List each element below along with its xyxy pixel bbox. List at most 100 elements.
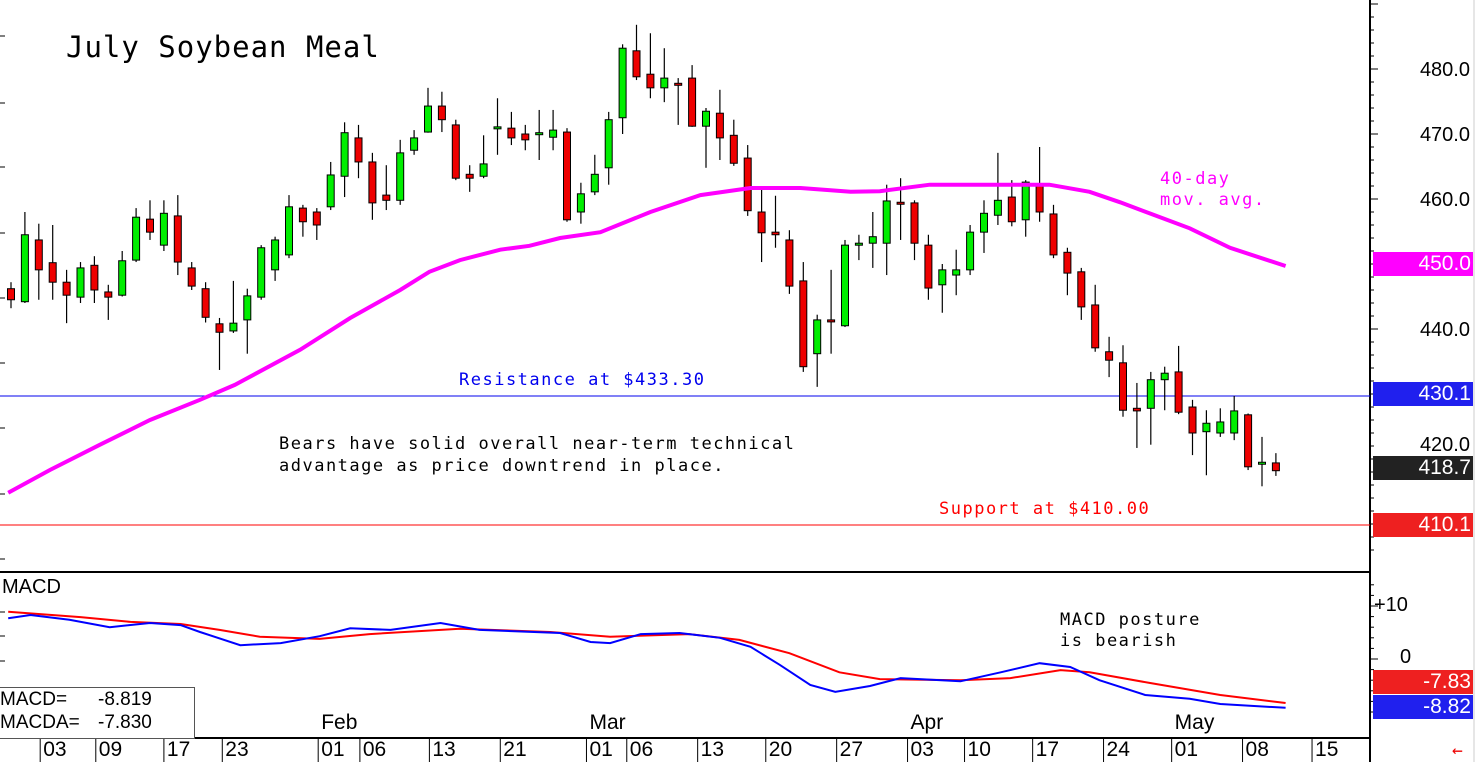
candle-up [410, 137, 419, 151]
macd-tag: -8.82 [1373, 695, 1473, 719]
resistance-label: Resistance at $433.30 [459, 370, 706, 390]
candle-up [993, 199, 1002, 216]
macd-panel-label: MACD [2, 576, 61, 598]
candle-up [285, 206, 293, 256]
candle-up [159, 212, 168, 246]
x-day-label: 10 [967, 738, 991, 761]
x-day-label: 15 [1315, 738, 1339, 761]
candle-down [771, 231, 780, 236]
x-month-label: Feb [321, 711, 358, 734]
candle-up [618, 47, 627, 119]
candle-down [799, 280, 808, 368]
candle-up [980, 212, 988, 233]
candle-down [437, 105, 446, 121]
candle-down [298, 207, 307, 223]
candle-down [1244, 414, 1253, 468]
candle-down [7, 288, 15, 301]
candle-up [1021, 181, 1030, 221]
comment-line2: advantage as price downtrend in place. [279, 456, 725, 476]
chart-title: July Soybean Meal [66, 30, 380, 64]
candle-down [1077, 271, 1086, 308]
candle-up [243, 295, 252, 321]
candle-down [187, 267, 196, 287]
price-tick-label: 460.0 [1420, 189, 1470, 211]
x-day-label: 03 [910, 738, 934, 761]
candle-down [48, 262, 57, 283]
x-day-label: 01 [1174, 738, 1198, 761]
candle-down [688, 77, 697, 127]
candle-down [785, 239, 794, 287]
candle-down [382, 194, 391, 201]
support-label: Support at $410.00 [939, 499, 1151, 519]
candle-up [479, 163, 488, 177]
ma-label-line1: 40-day [1160, 169, 1231, 189]
x-day-label: 03 [43, 738, 67, 761]
candle-down [1063, 251, 1072, 274]
candle-up [576, 193, 585, 213]
candle-up [326, 174, 335, 208]
scroll-left-arrow-icon[interactable]: ← [1452, 740, 1463, 761]
candle-down [34, 239, 43, 271]
candle-down [1091, 304, 1100, 349]
candle-up [854, 242, 863, 246]
x-day-label: 27 [839, 738, 864, 761]
candle-up [813, 319, 822, 355]
comment-line1: Bears have solid overall near-term techn… [279, 434, 796, 454]
candle-up [660, 77, 669, 89]
x-day-label: 23 [225, 738, 249, 761]
candle-up [535, 132, 544, 136]
macd-readout-label: MACD= [0, 689, 68, 710]
x-day-label: 13 [432, 738, 456, 761]
ma-label-line2: mov. avg. [1160, 190, 1266, 210]
candle-down [312, 211, 321, 226]
candle-down [743, 157, 752, 212]
candle-down [729, 134, 738, 164]
candle-up [229, 322, 238, 332]
candle-down [104, 291, 113, 298]
x-month-label: May [1174, 711, 1215, 734]
candle-down [1132, 407, 1141, 412]
x-month-label: Mar [589, 711, 626, 734]
macd-tick-plus10: +10 [1374, 594, 1408, 616]
candle-down [910, 202, 919, 244]
candle-down [1049, 213, 1058, 256]
x-day-label: 24 [1106, 738, 1130, 761]
candle-down [715, 112, 724, 139]
candle-up [132, 216, 141, 261]
x-day-label: 06 [629, 738, 654, 761]
candle-down [354, 137, 363, 163]
candle-up [257, 247, 266, 298]
candle-down [896, 201, 905, 205]
x-month-label: Apr [910, 711, 944, 734]
candle-down [173, 215, 182, 263]
candle-down [827, 319, 836, 323]
candle-down [632, 50, 641, 78]
candle-down [368, 161, 377, 204]
macd-line [8, 613, 1286, 709]
candle-down [924, 244, 933, 289]
candle-up [76, 267, 85, 298]
candle-up [396, 152, 405, 201]
macda-readout-value: -7.830 [98, 712, 152, 733]
ma40-line [7, 182, 1287, 495]
candle-up [604, 119, 613, 169]
x-day-label: 20 [768, 738, 793, 761]
macd-tick-0: 0 [1400, 646, 1412, 668]
x-day-label: 01 [321, 738, 345, 761]
x-day-label: 13 [700, 738, 725, 761]
candle-down [1035, 183, 1044, 213]
resistance-price-tag: 430.1 [1373, 382, 1473, 406]
candle-up [424, 105, 432, 133]
price-tick-label: 480.0 [1420, 59, 1470, 81]
candle-down [1007, 196, 1016, 223]
candle-up [20, 234, 29, 303]
candle-down [1271, 462, 1280, 472]
ma-price-tag: 450.0 [1373, 252, 1473, 276]
candle-down [451, 124, 460, 179]
candle-down [62, 281, 71, 296]
candle-up [271, 239, 280, 271]
x-day-label: 08 [1245, 738, 1269, 761]
x-day-label: 17 [166, 738, 191, 761]
price-tick-label: 440.0 [1420, 319, 1470, 341]
